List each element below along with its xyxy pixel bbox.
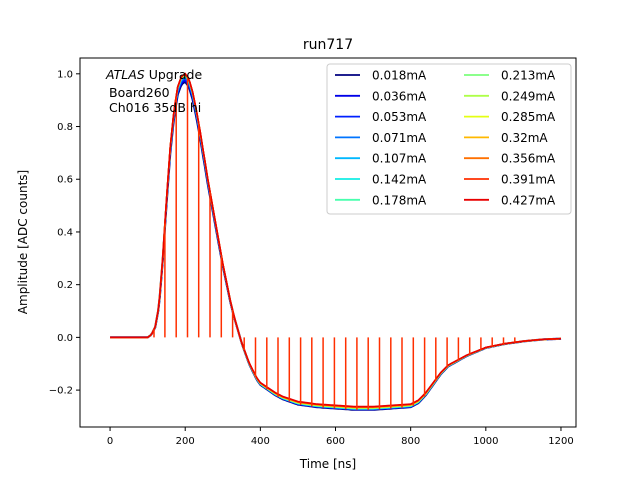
x-tick-label-2: 400 (251, 436, 270, 447)
x-tick-label-4: 800 (401, 436, 420, 447)
atlas-annotation: ATLAS Upgrade Board260 Ch016 35dB hi (105, 67, 202, 115)
legend-label-1: 0.036mA (372, 89, 427, 103)
legend-label-0: 0.018mA (372, 69, 427, 83)
legend-label-13: 0.427mA (501, 193, 556, 207)
legend: 0.018mA 0.036mA 0.053mA 0.071mA 0.107mA 0.142… (326, 63, 572, 215)
annotation-board: Board260 (109, 85, 170, 100)
y-tick-label-0: −0.2 (49, 386, 73, 397)
legend-label-3: 0.071mA (372, 131, 427, 145)
x-tick-label-6: 1200 (548, 436, 573, 447)
legend-label-9: 0.285mA (501, 110, 556, 124)
legend-label-10: 0.32mA (501, 131, 548, 145)
x-tick-label-5: 1000 (473, 436, 498, 447)
axes-frame (79, 57, 577, 428)
chart-title: run717 (303, 37, 353, 53)
legend-label-7: 0.213mA (501, 69, 556, 83)
x-axis-label: Time [ns] (299, 457, 356, 471)
legend-label-11: 0.356mA (501, 152, 556, 166)
x-axis-ticks: 0 200 400 600 800 1000 1200 (107, 427, 574, 447)
y-axis-label: Amplitude [ADC counts] (16, 170, 30, 314)
x-tick-label-1: 200 (176, 436, 195, 447)
x-tick-label-0: 0 (107, 436, 113, 447)
legend-label-6: 0.178mA (372, 193, 427, 207)
annotation-channel: Ch016 35dB hi (109, 100, 201, 115)
y-tick-label-5: 0.8 (57, 122, 73, 133)
annotation-upgrade: Upgrade (145, 67, 203, 82)
legend-label-4: 0.107mA (372, 152, 427, 166)
y-tick-label-2: 0.2 (57, 280, 73, 291)
legend-label-2: 0.053mA (372, 110, 427, 124)
annotation-atlas: ATLAS (105, 67, 145, 82)
y-tick-label-3: 0.4 (57, 227, 73, 238)
y-tick-label-6: 1.0 (57, 69, 73, 80)
series-line-13 (110, 72, 562, 408)
y-tick-label-1: 0.0 (57, 333, 73, 344)
svg-text:ATLAS Upgrade: ATLAS Upgrade (105, 67, 202, 82)
legend-frame (326, 63, 572, 215)
y-tick-label-4: 0.6 (57, 175, 73, 186)
x-tick-label-3: 600 (326, 436, 345, 447)
legend-label-12: 0.391mA (501, 173, 556, 187)
y-axis-ticks: −0.2 0.0 0.2 0.4 0.6 0.8 1.0 (49, 69, 80, 397)
legend-label-5: 0.142mA (372, 173, 427, 187)
plot-area (110, 72, 562, 411)
legend-label-8: 0.249mA (501, 89, 556, 103)
